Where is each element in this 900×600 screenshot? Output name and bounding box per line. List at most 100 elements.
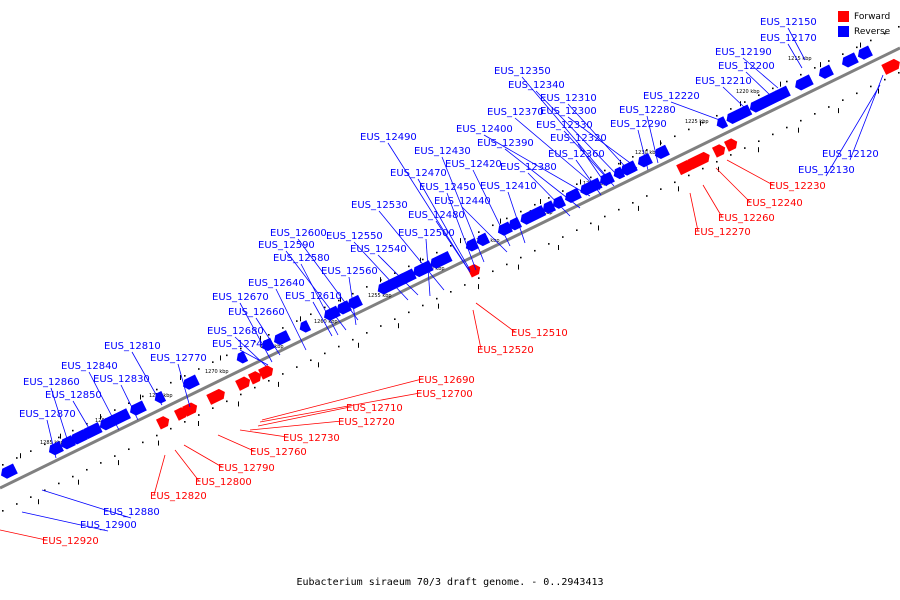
reverse-guide-dot <box>492 224 494 227</box>
reverse-gene-label: EUS_12550 <box>326 231 383 242</box>
forward-label-connector <box>259 392 421 423</box>
guide-tick <box>780 81 781 87</box>
reverse-gene <box>508 217 523 231</box>
genome-axis <box>0 46 900 490</box>
reverse-guide-dot <box>338 299 340 302</box>
reverse-guide-dot <box>758 94 760 97</box>
guide-tick <box>260 335 261 341</box>
forward-guide-dot <box>212 407 214 409</box>
guide-tick <box>620 159 621 165</box>
reverse-guide-dot <box>198 368 200 370</box>
reverse-gene <box>261 337 276 352</box>
reverse-label-connector <box>377 254 419 296</box>
forward-label-connector <box>261 378 423 421</box>
reverse-gene-label: EUS_12880 <box>103 507 160 518</box>
guide-tick <box>598 225 599 231</box>
reverse-gene-label: EUS_12640 <box>248 278 305 289</box>
reverse-gene-label: EUS_12810 <box>104 341 161 352</box>
reverse-label-connector <box>563 130 615 187</box>
guide-tick <box>558 245 559 250</box>
guide-tick <box>660 140 661 146</box>
forward-guide-dot <box>254 386 256 389</box>
reverse-gene <box>749 90 781 113</box>
forward-guide-dot <box>590 222 592 225</box>
reverse-gene <box>842 52 859 68</box>
forward-guide-dot <box>296 366 298 368</box>
forward-guide-dot <box>366 332 368 334</box>
reverse-label-connector <box>417 178 471 271</box>
forward-guide-dot <box>772 133 774 136</box>
forward-gene <box>687 151 710 170</box>
guide-tick <box>380 277 381 283</box>
reverse-guide-dot <box>884 32 886 35</box>
forward-gene-label: EUS_12690 <box>418 375 475 386</box>
guide-tick <box>300 316 301 322</box>
forward-guide-dot <box>618 208 620 211</box>
forward-guide-dot <box>16 503 18 505</box>
reverse-guide-dot <box>842 53 844 55</box>
reverse-gene <box>99 408 131 431</box>
reverse-label-connector <box>285 250 347 331</box>
forward-guide-dot <box>688 174 690 177</box>
reverse-guide-dot <box>856 46 858 49</box>
reverse-gene-label: EUS_12600 <box>270 228 327 239</box>
reverse-gene-label: EUS_12330 <box>536 120 593 131</box>
guide-tick <box>638 205 639 211</box>
forward-gene-label: EUS_12510 <box>511 328 568 339</box>
reverse-guide-dot <box>576 183 578 185</box>
forward-guide-dot <box>170 427 172 430</box>
reverse-gene-label: EUS_12430 <box>414 146 471 157</box>
forward-guide-dot <box>422 304 424 307</box>
reverse-gene-label: EUS_12740 <box>212 339 269 350</box>
guide-tick <box>358 342 359 348</box>
reverse-gene-label: EUS_12830 <box>93 374 150 385</box>
forward-gene-label: EUS_12230 <box>769 181 826 192</box>
forward-label-connector <box>715 167 751 203</box>
reverse-gene <box>818 64 834 79</box>
reverse-label-connector <box>567 103 631 173</box>
reverse-gene-label: EUS_12120 <box>822 149 879 160</box>
reverse-guide-dot <box>324 306 326 309</box>
forward-guide-dot <box>702 167 704 170</box>
forward-guide-dot <box>2 510 4 512</box>
forward-guide-dot <box>646 195 648 197</box>
guide-tick <box>758 147 759 153</box>
reverse-label-connector <box>575 159 602 196</box>
reverse-guide-dot <box>548 197 550 199</box>
forward-gene <box>881 58 900 75</box>
reverse-label-connector <box>41 489 132 519</box>
reverse-guide-dot <box>394 272 396 274</box>
reverse-guide-dot <box>688 128 690 131</box>
reverse-gene <box>520 205 547 225</box>
forward-guide-dot <box>44 489 46 492</box>
guide-tick <box>180 375 181 380</box>
forward-gene <box>676 160 693 176</box>
reverse-label-connector <box>670 101 726 123</box>
reverse-label-connector <box>275 288 307 351</box>
forward-guide-dot <box>324 352 326 355</box>
reverse-label-connector <box>88 371 120 431</box>
forward-guide-dot <box>408 311 410 314</box>
reverse-guide-dot <box>828 60 830 62</box>
forward-guide-dot <box>156 434 158 437</box>
reverse-gene <box>795 74 814 91</box>
forward-guide-dot <box>534 249 536 252</box>
forward-guide-dot <box>548 243 550 245</box>
forward-gene-label: EUS_12760 <box>250 447 307 458</box>
forward-guide-dot <box>506 263 508 266</box>
forward-gene-label: EUS_12520 <box>477 345 534 356</box>
reverse-label-connector <box>255 317 281 356</box>
reverse-label-connector <box>787 43 803 69</box>
guide-tick <box>398 323 399 329</box>
reverse-guide-dot <box>408 265 410 268</box>
forward-guide-dot <box>394 318 396 320</box>
reverse-gene-label: EUS_12380 <box>500 162 557 173</box>
reverse-guide-dot <box>450 245 452 247</box>
guide-tick <box>540 199 541 204</box>
reverse-guide-dot <box>128 402 130 405</box>
reverse-guide-dot <box>114 409 116 411</box>
reverse-gene-label: EUS_12610 <box>285 291 342 302</box>
reverse-gene <box>236 350 249 364</box>
forward-guide-dot <box>604 215 606 218</box>
forward-gene <box>723 138 738 152</box>
